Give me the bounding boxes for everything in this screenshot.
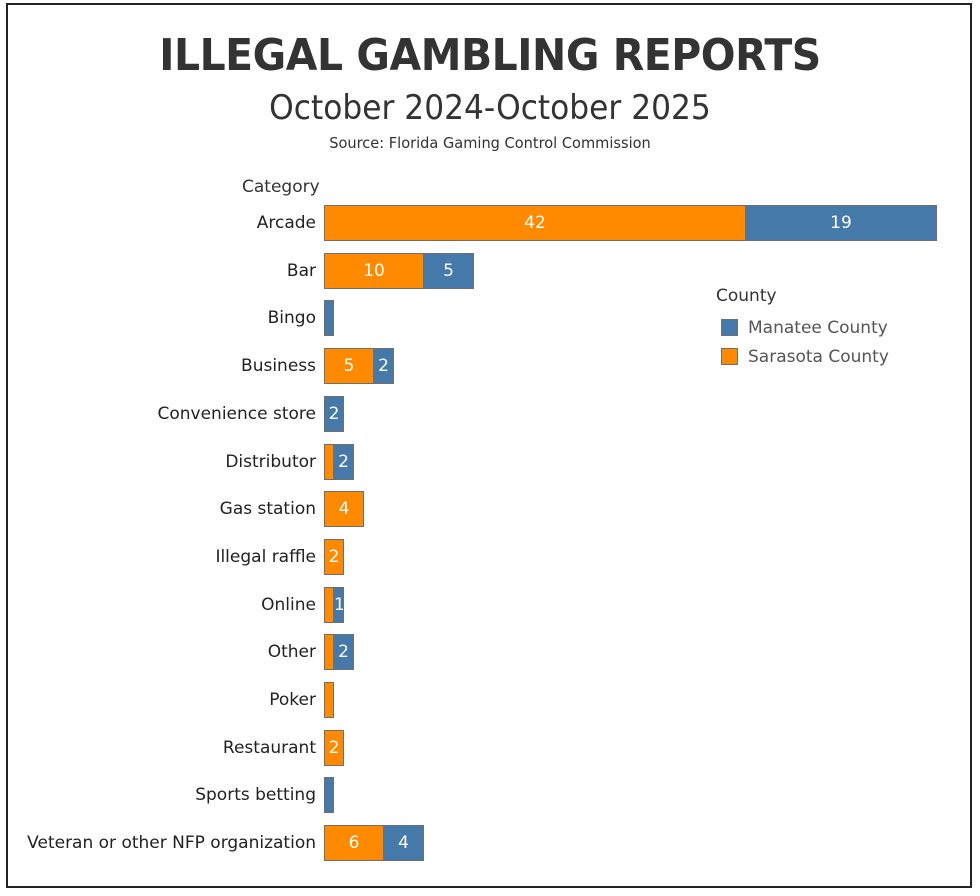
chart-row: Sports betting	[0, 777, 980, 813]
bar-segment-manatee[interactable]	[324, 300, 334, 336]
chart-row: Convenience store 2	[0, 396, 980, 432]
category-label: Poker	[269, 690, 316, 710]
manatee-swatch-icon	[721, 319, 738, 336]
stacked-bar[interactable]: 2	[324, 396, 344, 432]
bar-segment-sarasota[interactable]	[324, 682, 334, 718]
legend-title: County	[716, 286, 777, 306]
category-label: Veteran or other NFP organization	[27, 833, 316, 853]
category-label: Business	[241, 356, 316, 376]
category-label: Convenience store	[157, 404, 316, 424]
bar-segment-manatee[interactable]: 19	[746, 205, 937, 241]
chart-subtitle: October 2024-October 2025	[269, 88, 711, 128]
stacked-bar[interactable]	[324, 777, 334, 813]
legend-item-manatee[interactable]: Manatee County	[716, 313, 889, 342]
bar-segment-manatee[interactable]: 2	[334, 444, 354, 480]
chart-row: Gas station 4	[0, 491, 980, 527]
bar-segment-sarasota[interactable]: 2	[324, 539, 344, 575]
chart-row: Bar 10 5	[0, 253, 980, 289]
category-label: Other	[267, 642, 316, 662]
category-label: Distributor	[225, 452, 316, 472]
legend: County Manatee County Sarasota County	[716, 286, 889, 371]
bar-segment-sarasota[interactable]: 5	[324, 348, 374, 384]
bar-segment-sarasota[interactable]: 42	[324, 205, 746, 241]
bar-segment-manatee[interactable]: 2	[334, 634, 354, 670]
bar-segment-manatee[interactable]	[324, 777, 334, 813]
legend-label: Sarasota County	[748, 346, 889, 367]
legend-item-sarasota[interactable]: Sarasota County	[716, 342, 889, 371]
category-label: Online	[261, 595, 316, 615]
bar-segment-sarasota[interactable]	[324, 634, 334, 670]
category-label: Arcade	[256, 213, 316, 233]
category-label: Restaurant	[222, 738, 316, 758]
chart-source: Source: Florida Gaming Control Commissio…	[329, 134, 651, 152]
category-label: Bingo	[267, 308, 316, 328]
chart-row: Illegal raffle 2	[0, 539, 980, 575]
sarasota-swatch-icon	[721, 348, 738, 365]
stacked-bar[interactable]: 4	[324, 491, 364, 527]
stacked-bar[interactable]: 10 5	[324, 253, 474, 289]
chart-row: Bingo	[0, 300, 980, 336]
stacked-bar[interactable]: 2	[324, 539, 344, 575]
category-axis-header: Category	[242, 177, 320, 197]
chart-row: Business 5 2	[0, 348, 980, 384]
bar-segment-manatee[interactable]: 5	[424, 253, 474, 289]
bar-segment-sarasota[interactable]	[324, 587, 334, 623]
stacked-bar[interactable]: 2	[324, 634, 354, 670]
bar-segment-sarasota[interactable]: 6	[324, 825, 384, 861]
chart-row: Distributor 2	[0, 444, 980, 480]
bar-segment-sarasota[interactable]	[324, 444, 334, 480]
chart-row: Arcade 42 19	[0, 205, 980, 241]
chart-row: Online 1	[0, 587, 980, 623]
bar-segment-sarasota[interactable]: 2	[324, 730, 344, 766]
chart-title: ILLEGAL GAMBLING REPORTS	[159, 30, 821, 81]
bar-segment-manatee[interactable]: 1	[334, 587, 344, 623]
bar-segment-manatee[interactable]: 2	[324, 396, 344, 432]
category-label: Gas station	[219, 499, 316, 519]
bar-segment-manatee[interactable]: 4	[384, 825, 424, 861]
stacked-bar[interactable]: 2	[324, 444, 354, 480]
chart-row: Other 2	[0, 634, 980, 670]
stacked-bar[interactable]	[324, 682, 334, 718]
chart-row: Veteran or other NFP organization 6 4	[0, 825, 980, 861]
stacked-bar[interactable]: 2	[324, 730, 344, 766]
category-label: Illegal raffle	[215, 547, 316, 567]
chart-row: Restaurant 2	[0, 730, 980, 766]
legend-label: Manatee County	[748, 317, 888, 338]
stacked-bar[interactable]: 42 19	[324, 205, 937, 241]
bar-segment-manatee[interactable]: 2	[374, 348, 394, 384]
category-label: Sports betting	[195, 785, 316, 805]
bar-segment-sarasota[interactable]: 4	[324, 491, 364, 527]
bar-segment-sarasota[interactable]: 10	[324, 253, 424, 289]
chart-frame	[6, 3, 972, 888]
stacked-bar[interactable]: 1	[324, 587, 344, 623]
chart-row: Poker	[0, 682, 980, 718]
category-label: Bar	[286, 261, 316, 281]
stacked-bar[interactable]	[324, 300, 334, 336]
